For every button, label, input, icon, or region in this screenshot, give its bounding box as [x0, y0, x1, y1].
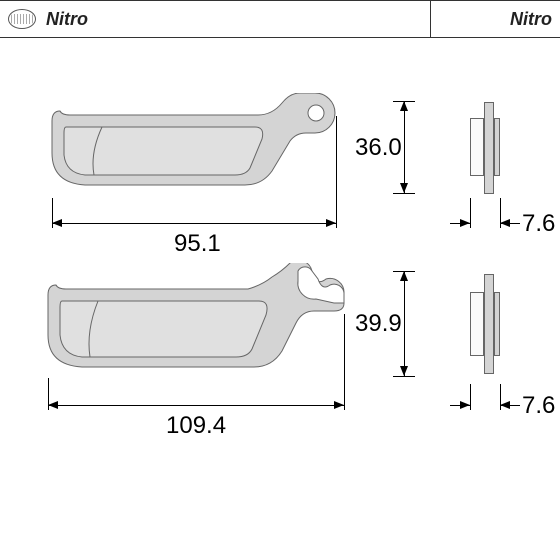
dim-top-width: 95.1: [174, 230, 221, 258]
dim-bottom-thickness: 7.6: [522, 392, 555, 420]
dim-top-height: 36.0: [355, 134, 402, 162]
dim-bottom-height: 39.9: [355, 310, 402, 338]
dim-bottom-width: 109.4: [166, 412, 226, 440]
technical-drawing: 36.0 95.1 7.6 39.9 109.4: [0, 38, 560, 560]
brand-name-left: Nitro: [46, 9, 88, 30]
brake-pad-bottom-side: [470, 270, 510, 380]
brake-pad-top: [40, 93, 340, 203]
brake-pad-top-side: [470, 98, 510, 198]
brand-logo-icon: [8, 9, 36, 29]
header-right: Nitro: [430, 1, 560, 37]
header-left: Nitro: [0, 9, 430, 30]
brake-pad-bottom: [34, 263, 354, 393]
header-bar: Nitro Nitro: [0, 0, 560, 38]
brand-name-right: Nitro: [510, 9, 552, 30]
dim-top-thickness: 7.6: [522, 210, 555, 238]
